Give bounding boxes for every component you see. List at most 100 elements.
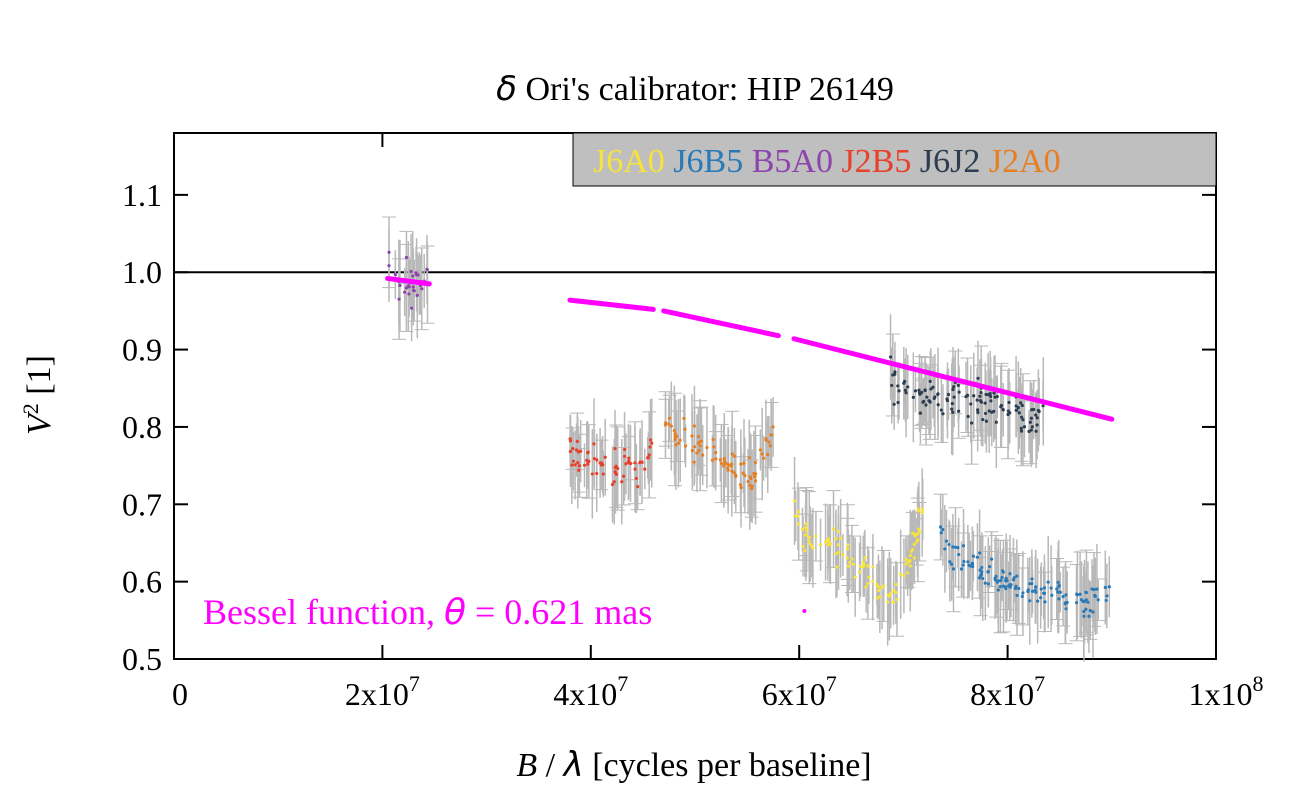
- data-point: [904, 391, 908, 395]
- data-point: [769, 433, 773, 437]
- data-point: [1022, 425, 1027, 429]
- data-point: [998, 584, 1002, 589]
- x-axis-label-lambda: λ: [562, 745, 584, 785]
- data-point: [739, 485, 743, 490]
- data-point: [1012, 576, 1016, 580]
- data-point: [747, 456, 751, 460]
- data-point: [595, 471, 599, 476]
- data-point: [1028, 599, 1032, 603]
- data-point: [663, 423, 668, 427]
- data-point: [939, 408, 943, 412]
- data-point: [1078, 592, 1082, 596]
- data-point: [936, 403, 940, 407]
- data-point: [912, 556, 917, 560]
- data-point: [906, 571, 910, 575]
- data-point: [916, 507, 920, 511]
- data-point: [647, 453, 651, 457]
- data-point: [957, 409, 961, 413]
- data-point: [726, 468, 730, 472]
- data-point: [999, 578, 1003, 583]
- data-point: [1034, 429, 1038, 433]
- data-point: [966, 414, 970, 419]
- data-point: [683, 427, 687, 431]
- data-point: [929, 387, 933, 391]
- title-text: Ori's calibrator: HIP 26149: [517, 71, 894, 108]
- data-point: [614, 464, 618, 468]
- data-point: [888, 355, 893, 359]
- data-point: [739, 462, 743, 466]
- data-point: [831, 527, 836, 531]
- data-point: [627, 459, 631, 463]
- data-point: [674, 443, 678, 447]
- data-point: [956, 383, 960, 388]
- data-point: [970, 561, 974, 566]
- data-point: [896, 384, 900, 388]
- data-point: [989, 394, 993, 399]
- legend: J6A0 J6B5 B5A0 J2B5 J6J2 J2A0: [572, 132, 1217, 187]
- data-point: [834, 552, 838, 556]
- data-point: [952, 385, 956, 389]
- legend-entries: J6A0 J6B5 B5A0 J2B5 J6J2 J2A0: [593, 143, 1061, 180]
- data-point: [828, 542, 833, 546]
- data-point: [891, 600, 896, 604]
- data-point: [1104, 598, 1108, 603]
- x-tick-label: 2x107: [345, 671, 420, 712]
- data-point: [989, 557, 994, 561]
- data-point: [978, 394, 982, 398]
- data-point: [586, 460, 590, 464]
- data-point: [801, 544, 805, 548]
- data-point: [732, 471, 736, 475]
- x-axis-label-b: B: [516, 747, 537, 784]
- data-point: [1021, 591, 1025, 595]
- data-point: [673, 437, 677, 442]
- data-point: [922, 399, 926, 403]
- data-point: [1043, 600, 1047, 604]
- data-point: [911, 395, 915, 399]
- data-point: [726, 466, 730, 470]
- data-point: [976, 410, 980, 415]
- data-point: [1001, 569, 1005, 573]
- data-point: [1049, 586, 1053, 590]
- data-point: [586, 450, 590, 454]
- legend-entry-J2A0: J2A0: [980, 143, 1060, 180]
- data-point: [939, 531, 943, 535]
- data-point: [643, 467, 647, 471]
- data-point: [857, 570, 862, 574]
- data-point: [407, 292, 411, 296]
- data-point: [710, 458, 715, 462]
- data-point: [1017, 586, 1021, 591]
- data-point: [993, 395, 997, 399]
- data-point: [986, 582, 990, 586]
- data-point: [1082, 609, 1086, 614]
- data-point: [866, 564, 870, 568]
- data-point: [936, 392, 940, 396]
- data-point: [965, 393, 970, 397]
- data-point: [577, 464, 582, 468]
- data-point: [938, 525, 943, 529]
- data-point: [931, 385, 935, 389]
- data-point: [951, 567, 956, 571]
- data-point: [886, 600, 890, 604]
- data-point: [586, 462, 590, 466]
- data-point: [1050, 593, 1054, 597]
- data-point: [613, 447, 617, 451]
- data-point: [590, 472, 594, 476]
- data-point: [576, 460, 580, 465]
- data-point: [794, 514, 798, 518]
- data-point: [1057, 583, 1061, 588]
- data-point: [1046, 580, 1050, 584]
- data-point: [667, 416, 672, 420]
- data-point: [861, 560, 865, 564]
- y-tick-label: 0.6: [122, 564, 162, 600]
- data-point: [912, 532, 916, 536]
- data-point: [1061, 594, 1065, 599]
- data-point: [730, 469, 734, 473]
- data-point: [1020, 594, 1024, 599]
- data-point: [1035, 416, 1039, 420]
- data-point: [1004, 576, 1008, 580]
- data-point: [406, 284, 410, 288]
- data-point: [667, 422, 671, 426]
- data-point: [705, 445, 709, 450]
- data-point: [851, 562, 856, 566]
- data-point: [804, 522, 809, 526]
